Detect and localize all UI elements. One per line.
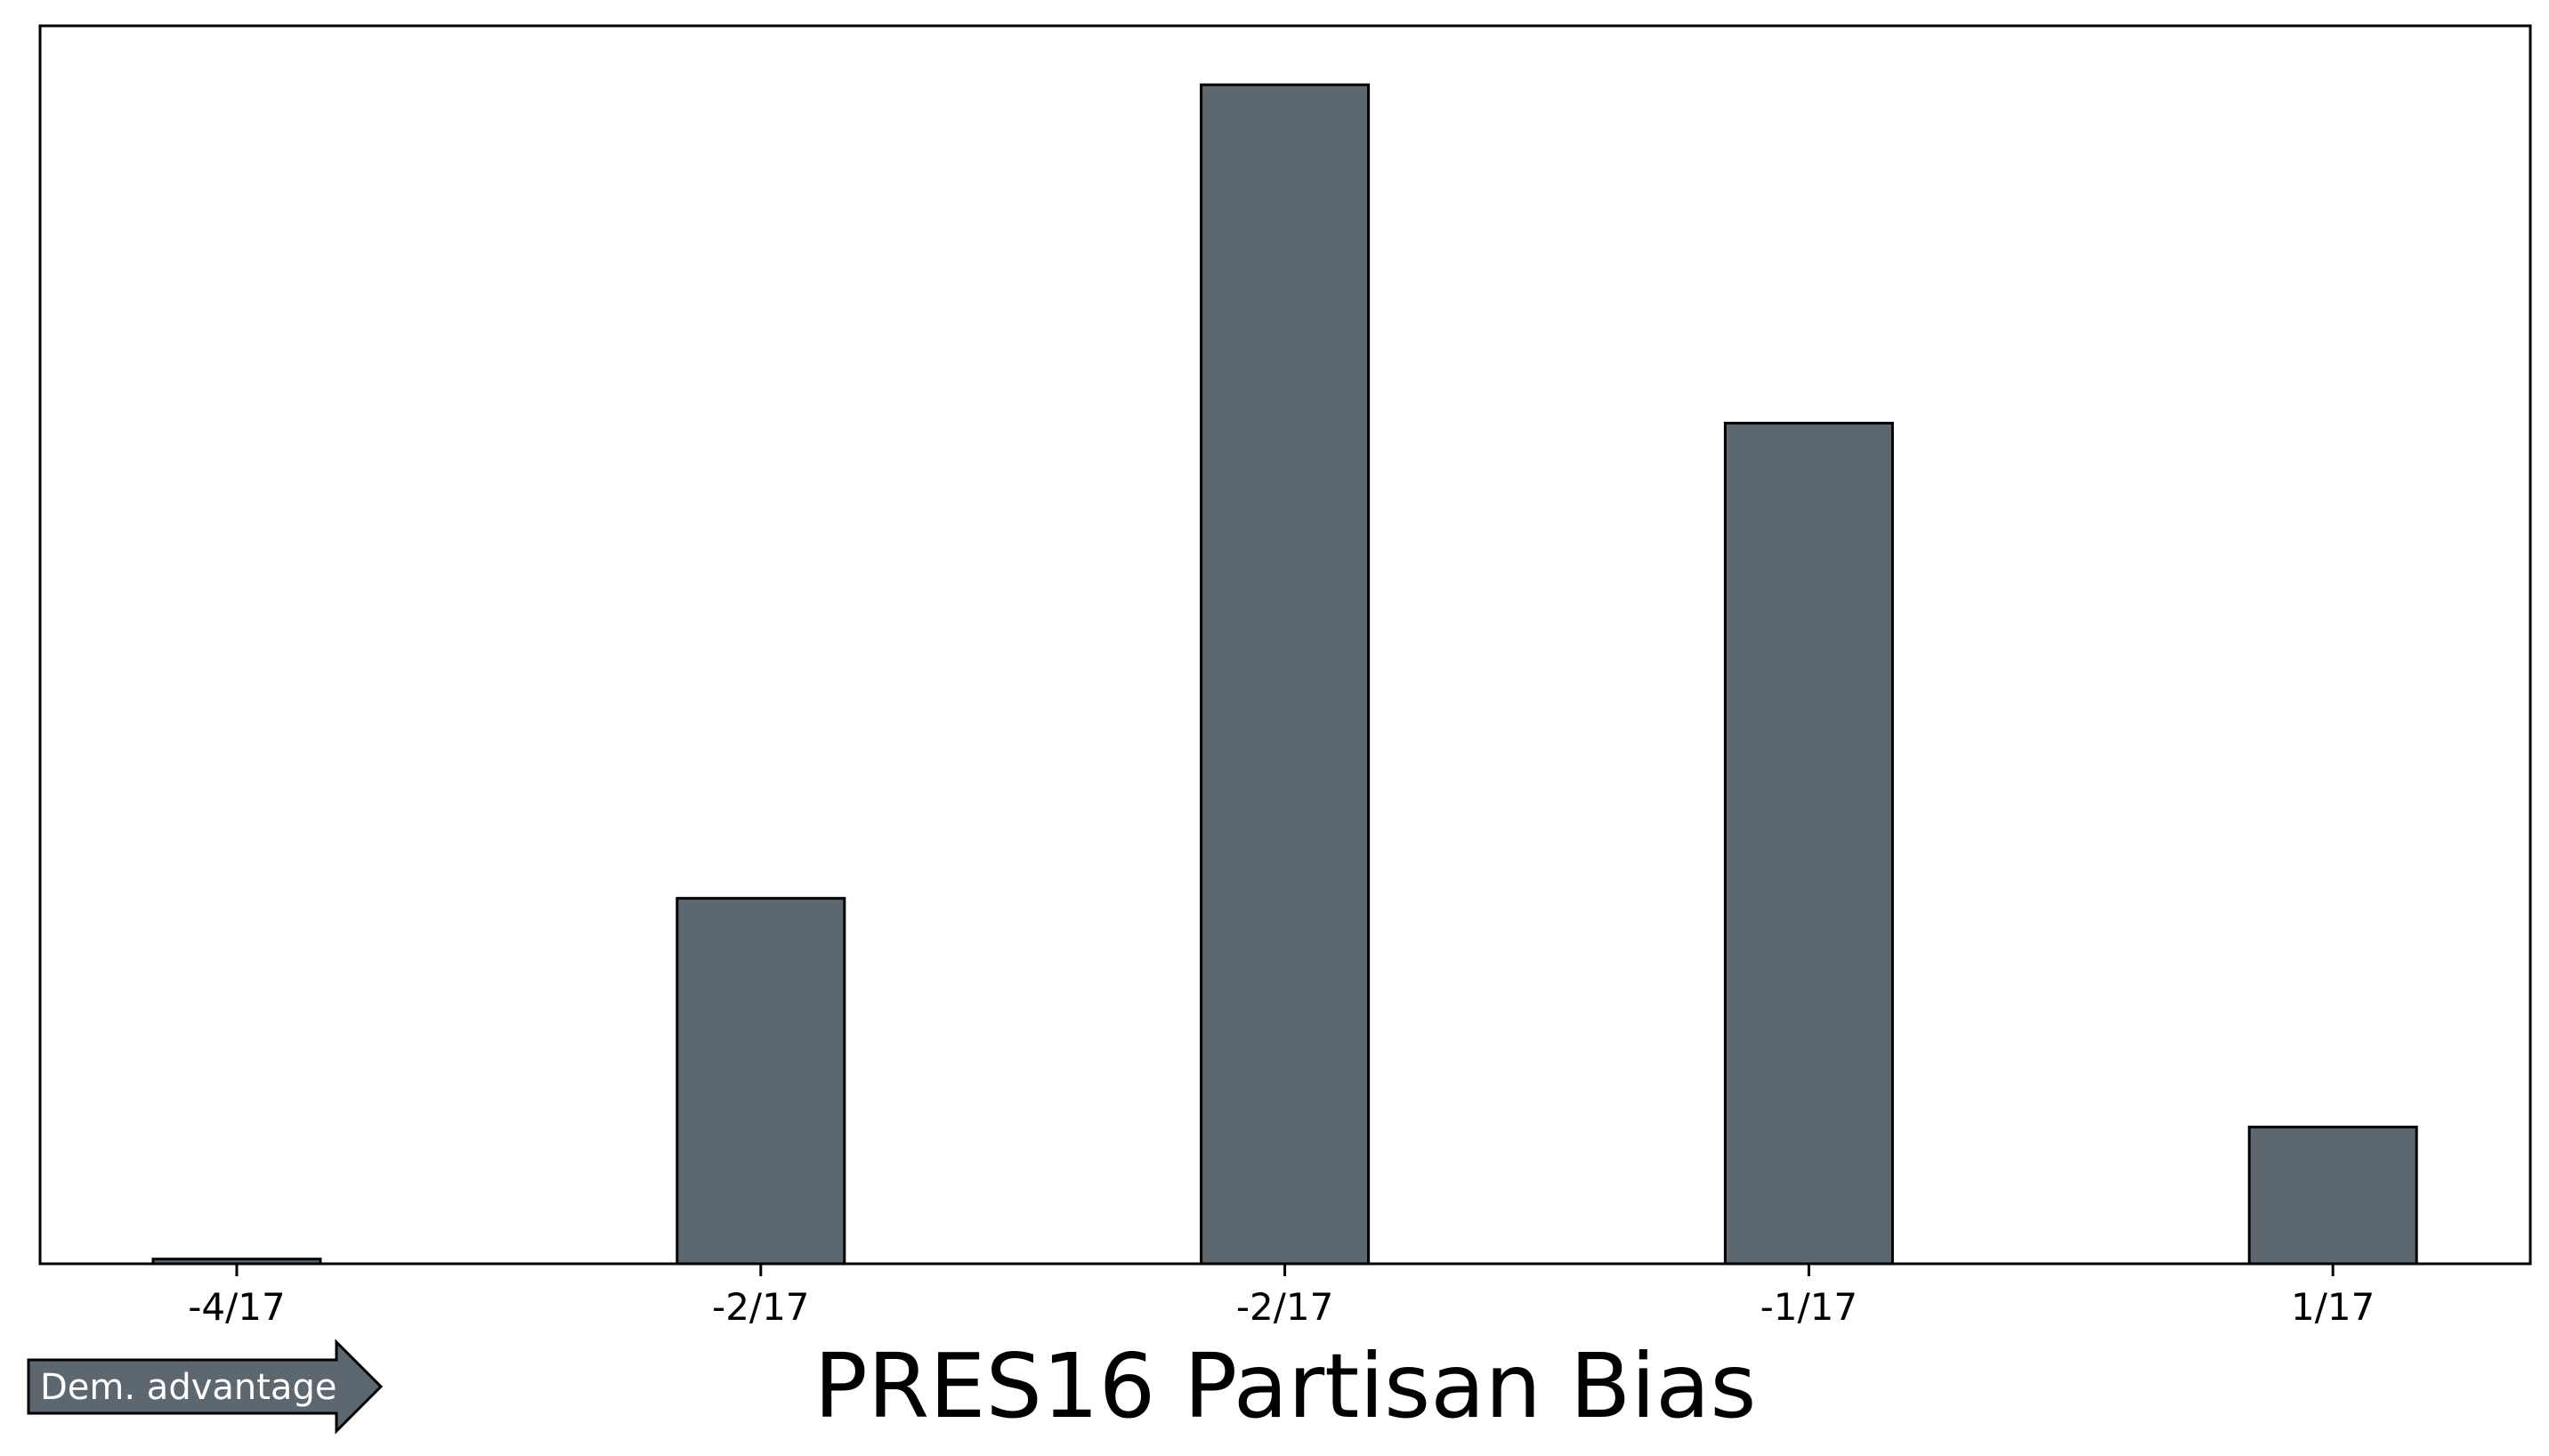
x-tick-label-4: -2/17 <box>1236 1285 1333 1329</box>
bar-2 <box>676 896 846 1266</box>
bar-0 <box>151 1258 322 1266</box>
x-tick-label-2: -2/17 <box>712 1285 809 1329</box>
dem-advantage-arrow: Dem. advantage <box>27 1339 384 1435</box>
bar-4 <box>1200 83 1371 1266</box>
x-axis-label: PRES16 Partisan Bias <box>814 1334 1757 1438</box>
bars-group <box>151 83 2418 1266</box>
x-tick-label-8: 1/17 <box>2291 1285 2375 1329</box>
bar-8 <box>2247 1125 2418 1266</box>
x-tick-label-0: -4/17 <box>188 1285 285 1329</box>
bar-6 <box>1723 421 1894 1266</box>
x-tick-label-6: -1/17 <box>1760 1285 1857 1329</box>
arrow-shape <box>27 1339 384 1435</box>
arrow-label: Dem. advantage <box>40 1367 336 1408</box>
x-ticks-group: -4/17 -2/17 -2/17 -1/17 1/17 <box>188 1264 2375 1329</box>
